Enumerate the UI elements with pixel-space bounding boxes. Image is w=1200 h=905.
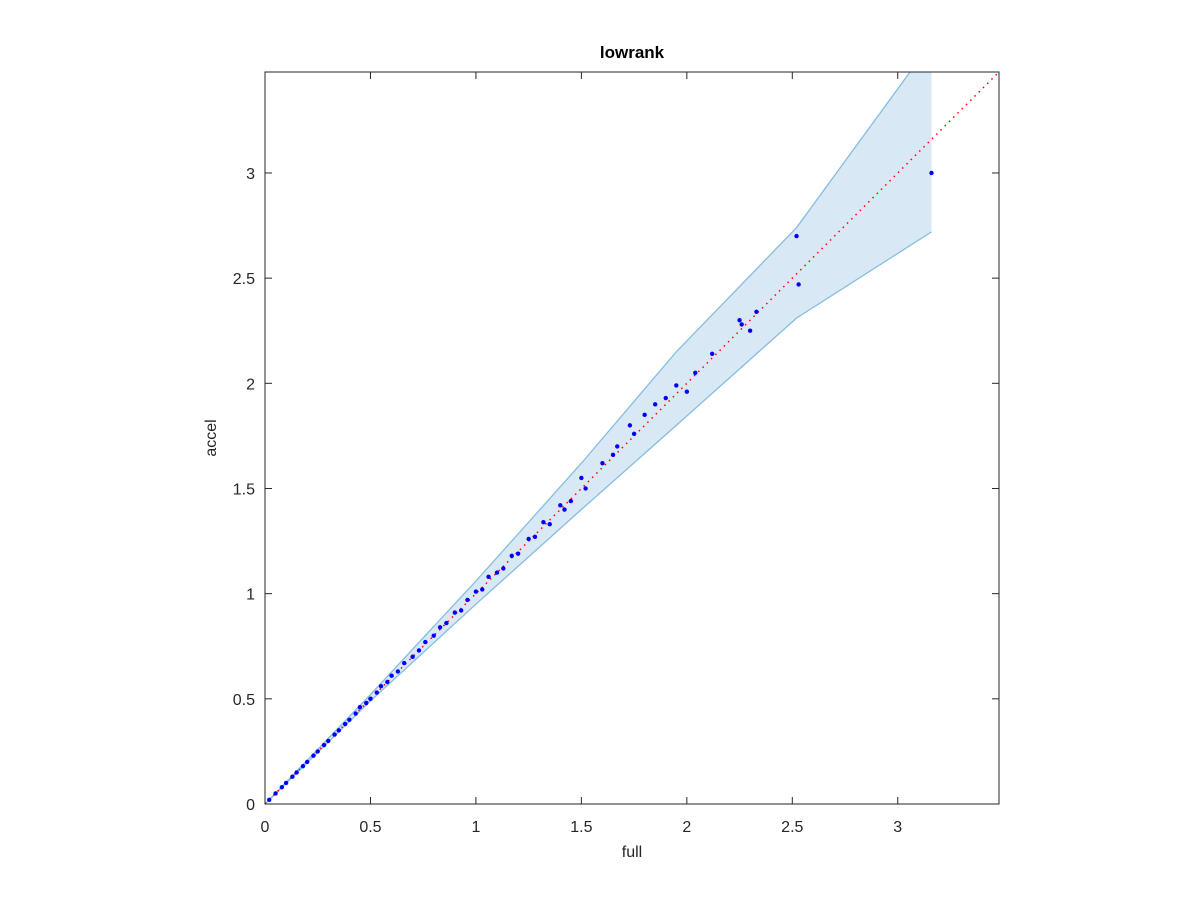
point [501,566,506,571]
point [431,633,436,638]
point [458,608,464,613]
point [579,475,584,481]
x-tick-label: 1 [471,819,480,836]
y-tick-label: 2.5 [233,271,255,288]
point [279,784,285,790]
point [631,431,637,436]
point [410,654,415,659]
point [402,660,407,666]
y-axis-label: accel [203,419,220,456]
point [642,412,647,418]
point [739,322,744,327]
point [465,597,470,603]
point [615,444,620,449]
point [378,684,384,689]
point [294,770,299,775]
point [568,498,574,504]
point [423,639,428,645]
x-tick-label: 3 [893,819,902,836]
point [444,620,449,626]
point [747,328,753,333]
point [283,780,289,786]
x-tick-label: 2.5 [781,819,803,836]
point [385,679,390,685]
axes-box [264,71,1000,805]
band-upper-edge [265,72,911,804]
point [600,461,605,466]
y-tick-label: 1 [246,587,255,604]
x-tick-label: 2 [682,819,691,836]
point [437,625,443,630]
point [347,717,352,723]
point [737,318,742,323]
point [321,742,327,748]
point [610,452,616,458]
point [494,570,500,575]
point [342,721,348,727]
point [304,759,310,765]
point [532,534,538,540]
point [515,551,521,556]
point [480,587,485,592]
point [290,774,295,779]
point [929,170,934,176]
point [794,233,799,239]
x-tick-label: 0 [261,819,270,836]
point [452,610,458,615]
point [627,423,633,428]
point [374,690,379,695]
chart-title: lowrank [600,43,665,62]
point [353,711,358,716]
y-tick-label: 3 [246,166,255,183]
point [273,791,278,796]
point [332,732,337,737]
point [796,282,801,287]
point [509,553,514,558]
point [709,351,715,357]
point [693,370,698,375]
y-tick-label: 2 [246,376,255,393]
point [389,673,394,678]
point [311,753,316,758]
x-tick-label: 1.5 [570,819,592,836]
point [486,574,491,580]
point [473,589,479,594]
point [562,507,567,512]
x-axis-label: full [622,844,642,861]
point [547,522,552,527]
point [526,536,531,542]
point [368,696,373,702]
point [684,389,690,394]
point [336,728,342,733]
point [326,738,331,744]
point [583,486,588,491]
y-tick-label: 0 [246,797,255,814]
point [663,395,668,401]
y-tick-label: 0.5 [233,692,255,709]
point [315,749,320,754]
confidence-band [265,72,932,804]
x-tick-label: 0.5 [359,819,381,836]
point [653,402,658,407]
point [395,669,401,674]
point [754,309,759,314]
point [541,519,546,525]
point [558,503,563,508]
point [300,763,306,769]
y-tick-label: 1.5 [233,481,255,498]
point [357,705,363,710]
point [416,648,422,653]
point [267,797,272,802]
point [364,700,369,706]
point [674,383,679,388]
